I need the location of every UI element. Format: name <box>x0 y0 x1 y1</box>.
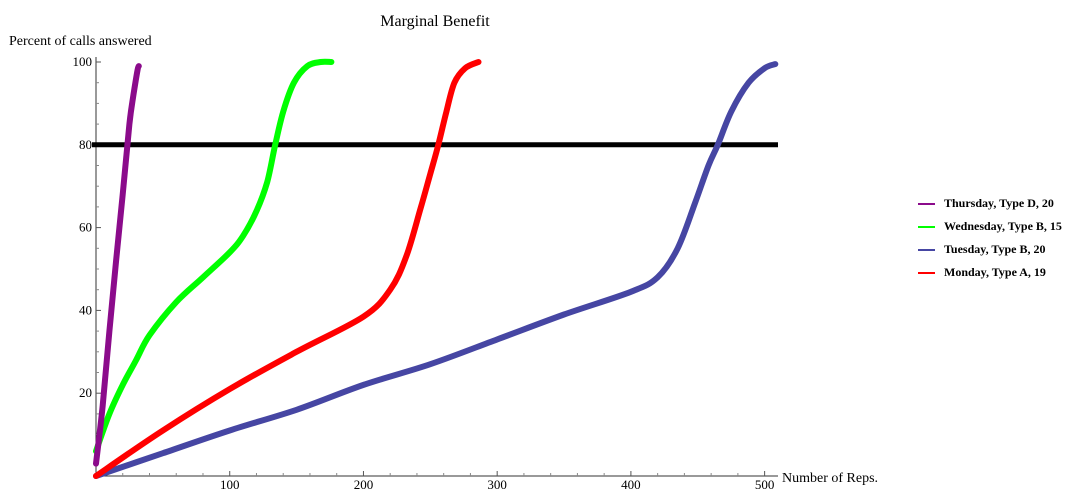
legend-swatch-thursday <box>918 202 935 205</box>
x-tick-label: 200 <box>354 477 374 491</box>
x-tick-label: 400 <box>621 477 641 491</box>
chart-title: Marginal Benefit <box>380 13 490 30</box>
series-line-wednesday <box>93 58 335 455</box>
legend-swatch-tuesday <box>918 248 935 251</box>
series-lines <box>93 58 779 479</box>
legend-swatch-monday <box>918 271 935 274</box>
y-tick-label: 20 <box>79 385 92 400</box>
tick-group: 100 200 300 400 500 20 40 60 80 100 <box>73 54 775 491</box>
x-axis-label: Number of Reps. <box>782 471 878 486</box>
legend-item-tuesday: Tuesday, Type B, 20 <box>918 238 1086 261</box>
x-tick-label: 100 <box>220 477 240 491</box>
y-tick-label: 60 <box>79 220 92 235</box>
legend-label-thursday: Thursday, Type D, 20 <box>944 196 1054 210</box>
y-tick-label: 100 <box>73 54 93 69</box>
legend-swatch-wednesday <box>918 225 935 228</box>
series-line-thursday <box>93 63 142 467</box>
series-line-tuesday <box>93 61 779 479</box>
legend-item-wednesday: Wednesday, Type B, 15 <box>918 215 1086 238</box>
y-axis-label: Percent of calls answered <box>9 34 152 49</box>
legend-label-monday: Monday, Type A, 19 <box>944 265 1046 279</box>
x-tick-label: 500 <box>755 477 775 491</box>
legend-item-monday: Monday, Type A, 19 <box>918 261 1086 284</box>
legend-label-wednesday: Wednesday, Type B, 15 <box>944 219 1062 233</box>
x-tick-label: 300 <box>487 477 507 491</box>
legend: Thursday, Type D, 20 Wednesday, Type B, … <box>918 192 1086 284</box>
y-tick-label: 40 <box>79 302 92 317</box>
legend-label-tuesday: Tuesday, Type B, 20 <box>944 242 1046 256</box>
y-tick-label: 80 <box>79 137 92 152</box>
series-line-monday <box>93 59 482 479</box>
legend-item-thursday: Thursday, Type D, 20 <box>918 192 1086 215</box>
